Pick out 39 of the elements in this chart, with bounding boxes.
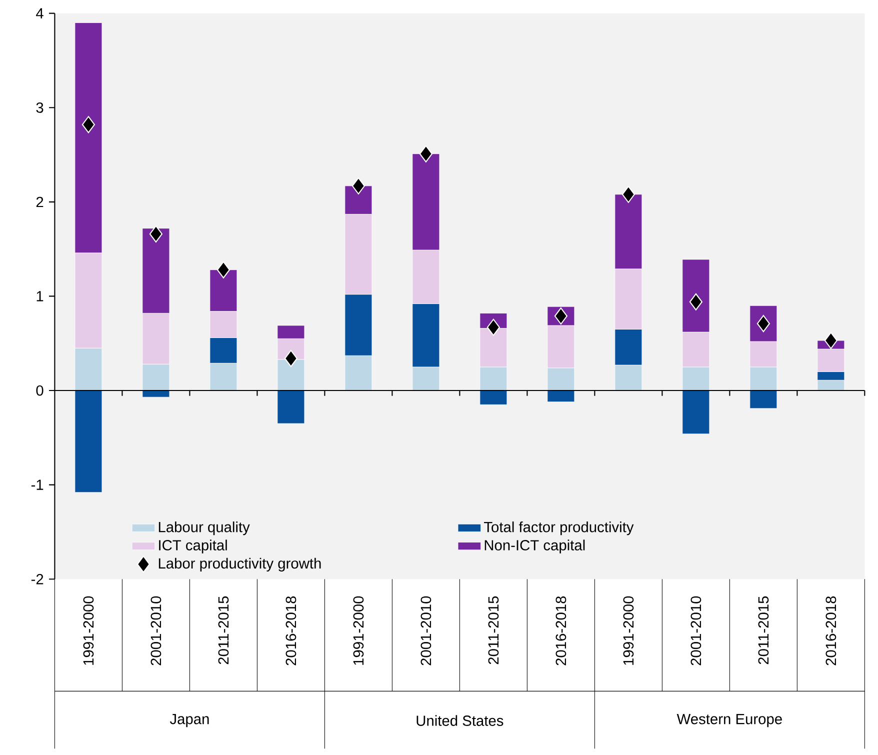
point [216, 261, 230, 278]
point [352, 177, 365, 194]
y-tick-label: 0 [36, 385, 44, 396]
point [486, 318, 500, 336]
y-tick-label: -2 [31, 574, 44, 584]
x-tick-label: 1991-2000 [83, 596, 94, 665]
x-tick-label: 2011-2015 [758, 596, 769, 664]
x-tick-label: 2016-2018 [826, 596, 836, 666]
point [149, 225, 162, 242]
x-tick-label: 1991-2000 [623, 596, 634, 665]
legend-label: ICT capital [159, 540, 227, 554]
legend-label: Labor productivity growth [158, 558, 321, 572]
x-tick-label: 2011-2015 [488, 596, 499, 664]
y-tick-label: -1 [31, 480, 44, 490]
text: Western Europe [676, 714, 782, 727]
point [756, 314, 770, 332]
x-tick-label: 1991-2000 [353, 596, 364, 665]
x-tick-label: 2016-2018 [556, 596, 566, 666]
y-tick-label: 1 [36, 291, 44, 302]
x-tick-label: 2011-2015 [218, 596, 229, 664]
x-tick-label: 2001-2010 [420, 596, 432, 666]
x-tick-label: 2001-2010 [690, 596, 702, 666]
x-tick-label: 2016-2018 [286, 596, 296, 666]
text: Japan [170, 714, 209, 727]
point [82, 116, 95, 134]
x-tick-label: 2001-2010 [150, 596, 162, 666]
legend-label: Labour quality [158, 521, 250, 536]
y-tick-label: 4 [36, 8, 44, 18]
legend-label: Non-ICT capital [484, 540, 585, 554]
y-tick-label: 3 [36, 102, 44, 113]
legend-label: Total factor productivity [484, 521, 634, 536]
point [284, 350, 298, 367]
point [824, 332, 838, 349]
point [554, 307, 568, 324]
point [419, 145, 432, 162]
point [689, 293, 702, 310]
y-tick-label: 2 [36, 196, 44, 207]
point [622, 186, 635, 203]
text: United States [416, 715, 504, 726]
